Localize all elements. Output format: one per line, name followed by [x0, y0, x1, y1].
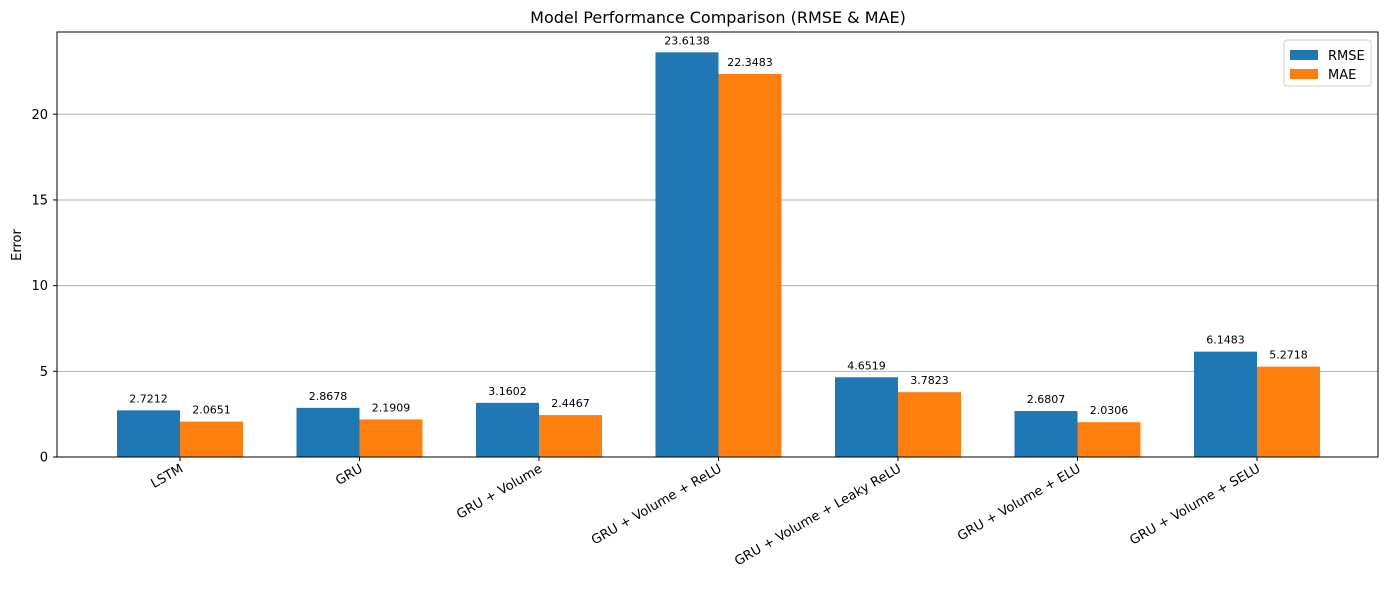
chart-title: Model Performance Comparison (RMSE & MAE…	[530, 8, 906, 27]
x-tick-label: LSTM	[148, 461, 186, 491]
bar-value-label: 2.8678	[309, 390, 348, 403]
bar-value-label: 4.6519	[847, 359, 886, 372]
bar-mae	[539, 415, 602, 457]
bar-value-label: 2.7212	[129, 392, 168, 405]
bar-rmse	[1194, 351, 1257, 457]
plot-frame	[56, 31, 1379, 458]
legend: RMSE MAE	[1283, 39, 1372, 87]
y-tick-label: 15	[31, 193, 48, 208]
bar-value-label: 3.1602	[488, 385, 527, 398]
y-tick-label: 10	[31, 279, 48, 294]
bar-mae	[718, 74, 782, 458]
bar-value-label: 5.2718	[1269, 349, 1308, 362]
x-tick-label: GRU + Volume	[454, 461, 545, 522]
bar-rmse	[117, 410, 180, 457]
bar-rmse	[296, 407, 360, 457]
bar-value-label: 2.0651	[192, 404, 231, 417]
bar-mae	[180, 421, 243, 457]
bar-value-label: 3.7823	[910, 374, 949, 387]
bar-value-label: 2.0306	[1090, 404, 1129, 417]
x-tick-label: GRU + Volume + ReLU	[589, 461, 725, 548]
y-tick-label: 5	[40, 365, 48, 380]
bar-mae	[1077, 422, 1141, 457]
x-tick-label: GRU + Volume + Leaky ReLU	[732, 461, 904, 569]
bar-value-label: 2.1909	[372, 401, 411, 414]
x-tick-label: GRU + Volume + SELU	[1127, 461, 1263, 548]
bar-mae	[1257, 366, 1320, 457]
y-axis-label: Error	[10, 229, 25, 261]
ticks-layer: 0 5 10 15 20 LSTM GRU GRU + Volume GRU + Volume …	[31, 108, 1263, 570]
bar-value-label: 2.6807	[1027, 393, 1066, 406]
bar-value-label: 2.4467	[551, 397, 590, 410]
axes-layer	[56, 31, 1379, 458]
bar-mae	[898, 392, 961, 457]
bar-value-label: 23.6138	[664, 34, 710, 47]
y-tick-label: 0	[40, 451, 48, 466]
bar-rmse	[476, 402, 539, 457]
legend-swatch-rmse	[1290, 50, 1318, 60]
bar-rmse	[835, 377, 898, 457]
bar-value-label: 6.1483	[1206, 334, 1245, 347]
bars-layer	[117, 52, 1320, 458]
legend-label-mae: MAE	[1328, 68, 1356, 83]
y-tick-label: 20	[31, 108, 48, 123]
bar-rmse	[1014, 411, 1078, 457]
legend-label-rmse: RMSE	[1328, 49, 1365, 64]
bar-labels-layer: 2.7212 2.8678 3.1602 23.6138 4.6519 2.6807 6.1…	[129, 34, 1308, 417]
bar-mae	[359, 419, 423, 457]
bar-value-label: 22.3483	[727, 56, 773, 69]
x-tick-label: GRU	[333, 461, 365, 488]
legend-swatch-mae	[1290, 69, 1318, 79]
bar-rmse	[655, 52, 719, 457]
x-tick-label: GRU + Volume + ELU	[955, 461, 1083, 544]
